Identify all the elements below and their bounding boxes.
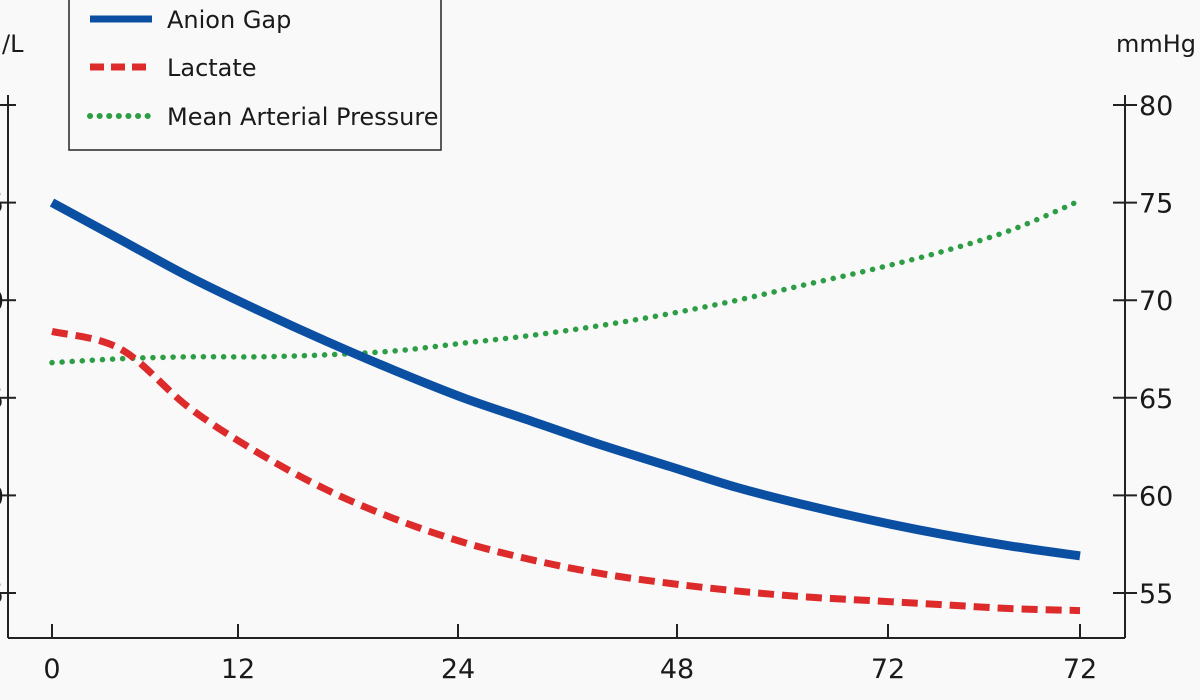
x-tick-label: 48 — [660, 654, 694, 685]
x-tick-label: 0 — [43, 654, 60, 685]
right-y-tick-label: 70 — [1139, 286, 1173, 317]
right-y-axis: 80 75 70 65 60 55 — [1113, 91, 1173, 610]
right-y-tick-label: 80 — [1139, 91, 1173, 122]
left-axis-unit: /L — [2, 30, 24, 58]
x-axis: 0 12 24 48 72 72 — [43, 624, 1097, 685]
left-y-tick-label: 65 — [0, 384, 4, 415]
series-line-mean-arterial-pressure — [49, 197, 1083, 366]
legend-box — [68, 0, 442, 151]
series-line-lactate — [51, 328, 1081, 615]
right-y-tick-label: 65 — [1139, 384, 1173, 415]
left-y-axis: 75 70 65 60 55 — [0, 104, 16, 610]
left-y-tick-label: 60 — [0, 481, 4, 512]
left-y-tick-label: 55 — [0, 579, 4, 610]
series-line-anion-gap — [49, 198, 1081, 561]
x-tick-label: 24 — [441, 654, 475, 685]
legend-label-anion-gap: Anion Gap — [167, 6, 291, 34]
legend-label-lactate: Lactate — [167, 54, 257, 82]
left-y-tick-label: 75 — [0, 189, 4, 220]
right-y-tick-label: 60 — [1139, 481, 1173, 512]
legend: Anion Gap Lactate Mean Arterial Pressure — [68, 0, 442, 151]
right-y-tick-label: 75 — [1139, 189, 1173, 220]
x-tick-label: 12 — [221, 654, 255, 685]
axes — [7, 95, 1126, 639]
left-y-tick-label: 70 — [0, 286, 4, 317]
right-y-tick-label: 55 — [1139, 579, 1173, 610]
legend-label-map: Mean Arterial Pressure — [167, 103, 439, 131]
x-tick-label: 72 — [1063, 654, 1097, 685]
right-axis-unit: mmHg — [1116, 30, 1196, 58]
x-tick-label: 72 — [871, 654, 905, 685]
series-layer — [49, 197, 1083, 615]
